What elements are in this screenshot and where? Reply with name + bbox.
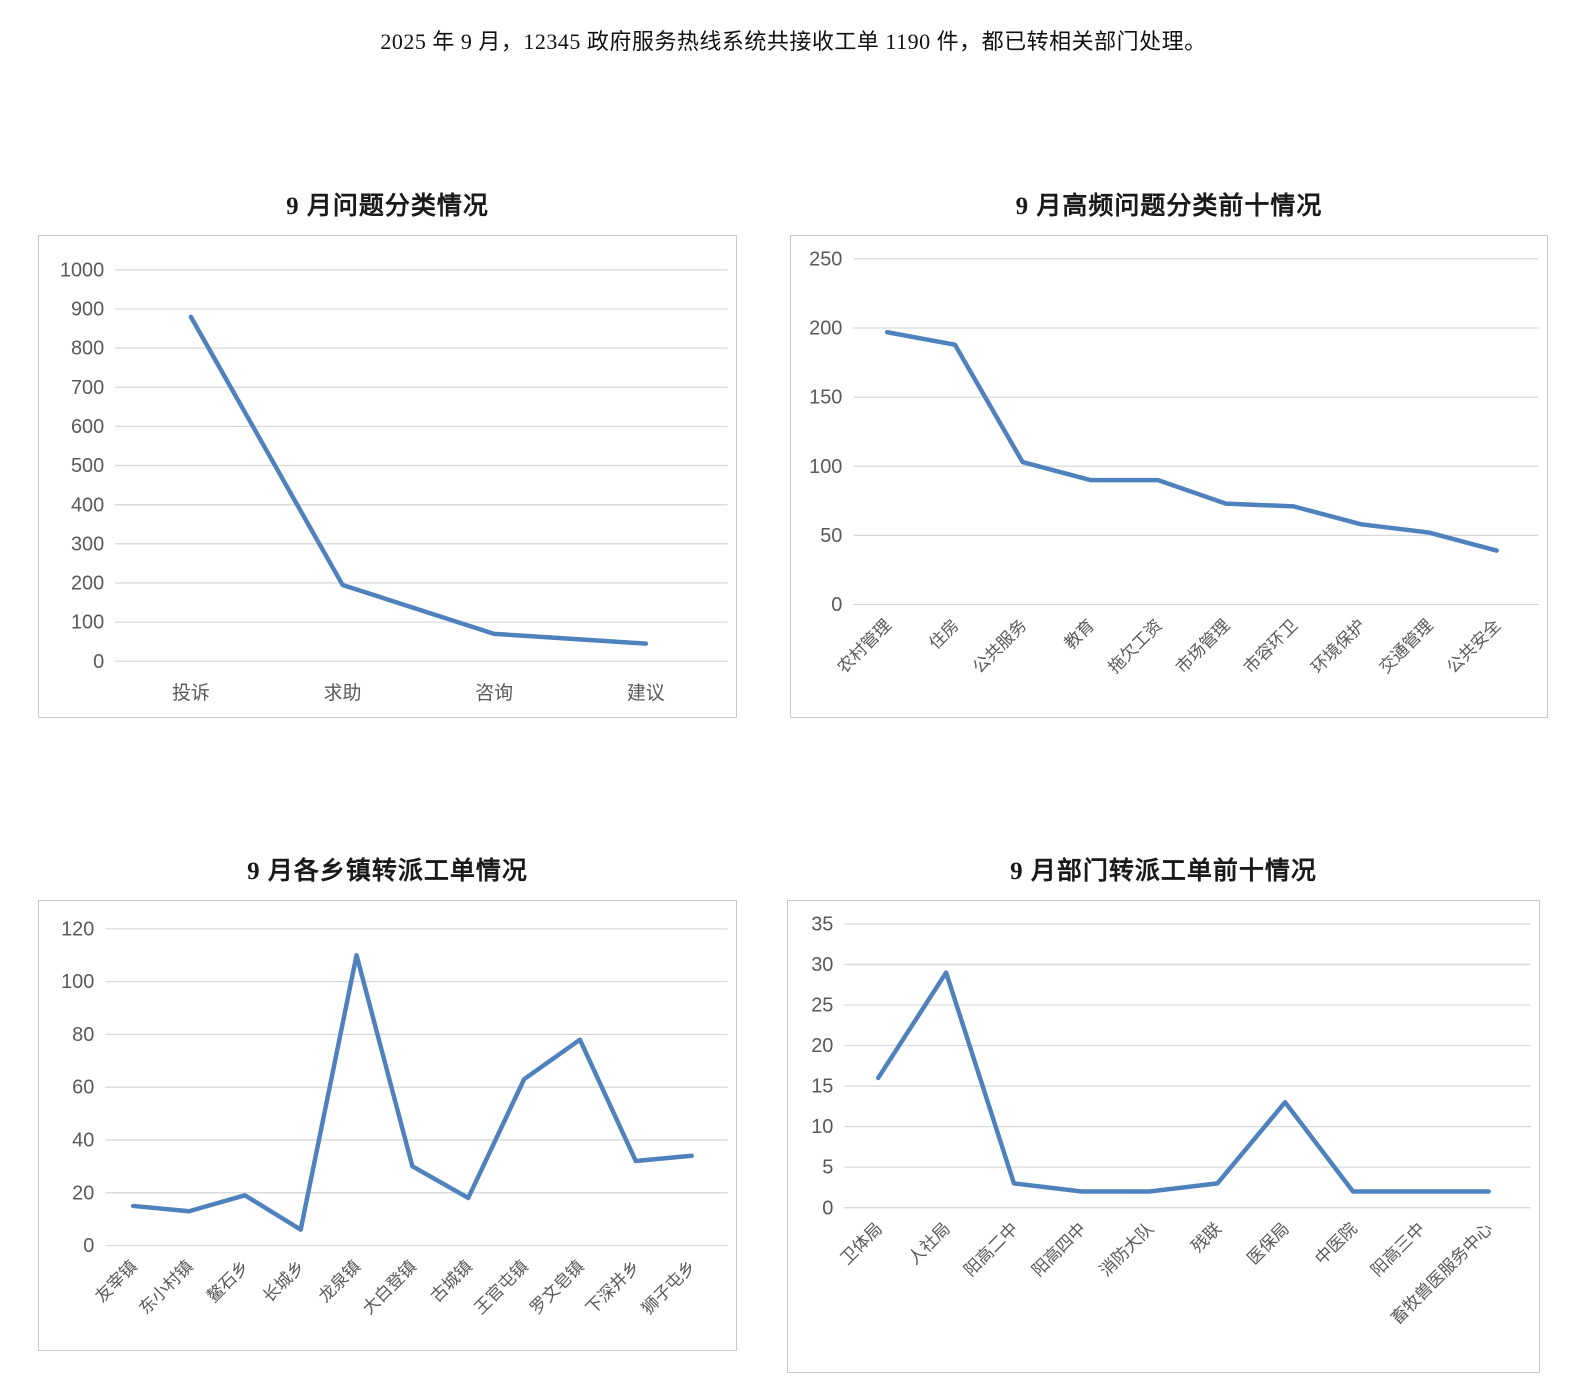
chart-block-departments: 9 月部门转派工单前十情况 0 5 10 15 20 25 30 35 卫体局 人社局 阳高二中 阳高… <box>787 851 1540 1373</box>
chart-title-top10-problems: 9 月高频问题分类前十情况 <box>1015 193 1323 220</box>
x-axis-category-label: 环境保护 <box>1308 616 1369 677</box>
y-axis-tick-label: 600 <box>71 416 104 438</box>
y-axis-tick-label: 20 <box>811 1035 833 1057</box>
y-axis-tick-label: 200 <box>71 573 104 595</box>
y-axis-tick-label: 0 <box>831 594 842 616</box>
data-line-series <box>884 329 1499 553</box>
y-axis-tick-label: 900 <box>71 299 104 321</box>
y-axis-tick-label: 10 <box>811 1116 833 1138</box>
x-axis-category-label: 拖欠工资 <box>1105 616 1166 677</box>
y-axis-tick-label: 25 <box>811 995 833 1017</box>
y-axis-tick-label: 300 <box>71 533 104 555</box>
y-axis-tick-label: 150 <box>809 387 842 409</box>
y-axis-tick-label: 50 <box>820 525 842 547</box>
y-axis-tick-label: 700 <box>71 377 104 399</box>
x-axis-category-label: 中医院 <box>1311 1219 1360 1268</box>
x-axis-category-label: 王官屯镇 <box>471 1257 532 1318</box>
chart-block-problem-categories: 9 月问题分类情况 0 100 200 300 400 500 600 700 800 900 10… <box>38 186 737 718</box>
y-axis-tick-label: 400 <box>71 494 104 516</box>
x-axis-category-label: 投诉 <box>172 682 210 704</box>
y-axis-tick-label: 0 <box>83 1235 94 1257</box>
x-axis-category-label: 大白登镇 <box>359 1257 420 1318</box>
y-axis-tick-label: 60 <box>72 1077 94 1099</box>
data-line-series <box>130 953 694 1232</box>
x-axis-category-label: 残联 <box>1188 1219 1225 1256</box>
y-axis-tick-label: 15 <box>811 1076 833 1098</box>
x-axis-category-label: 农村管理 <box>834 616 895 677</box>
y-axis-tick-label: 0 <box>822 1197 833 1219</box>
x-axis-category-label: 罗文皂镇 <box>526 1257 587 1318</box>
y-axis-tick-label: 5 <box>822 1157 833 1179</box>
y-axis-tick-label: 100 <box>61 971 94 993</box>
x-axis-category-label: 咨询 <box>475 682 513 704</box>
chart-title-problem-categories: 9 月问题分类情况 <box>286 193 489 220</box>
y-axis-tick-label: 120 <box>61 918 94 940</box>
chart-title-townships: 9 月各乡镇转派工单情况 <box>247 858 528 885</box>
x-axis-category-label: 友宰镇 <box>92 1257 141 1306</box>
x-axis-category-label: 阳高二中 <box>960 1219 1021 1280</box>
chart-title-departments: 9 月部门转派工单前十情况 <box>1010 858 1317 885</box>
x-axis-category-label: 建议 <box>627 682 665 704</box>
x-axis-category-label: 狮子屯乡 <box>638 1257 699 1318</box>
y-axis-tick-label: 100 <box>809 456 842 478</box>
line-chart-departments: 0 5 10 15 20 25 30 35 卫体局 人社局 阳高二中 阳高四中 消防大队 残联 医保局 中医院… <box>787 900 1540 1373</box>
x-axis-category-label: 公共安全 <box>1443 616 1504 677</box>
x-axis-category-label: 阳高四中 <box>1028 1219 1089 1280</box>
line-chart-top10-problems: 0 50 100 150 200 250 农村管理 住房 公共服务 教育 拖欠工资 市场管理 市容环卫环… <box>790 235 1548 718</box>
y-axis-tick-label: 40 <box>72 1130 94 1152</box>
line-chart-problem-categories: 0 100 200 300 400 500 600 700 800 900 1000 投诉 求助 咨询 建议 <box>38 235 737 718</box>
x-axis-category-label: 阳高三中 <box>1367 1219 1428 1280</box>
y-axis-tick-label: 0 <box>93 651 104 673</box>
x-axis-category-label: 市场管理 <box>1172 616 1233 677</box>
intro-text: 2025 年 9 月，12345 政府服务热线系统共接收工单 1190 件，都已… <box>380 29 1207 54</box>
x-axis-category-label: 卫体局 <box>837 1219 886 1268</box>
x-axis-category-label: 住房 <box>925 616 962 653</box>
x-axis-category-label: 古城镇 <box>427 1257 476 1306</box>
y-axis-tick-label: 100 <box>71 612 104 634</box>
x-axis-category-label: 长城乡 <box>259 1257 308 1306</box>
y-axis-tick-label: 500 <box>71 455 104 477</box>
x-axis-category-label: 下深井乡 <box>582 1257 643 1318</box>
x-axis-category-label: 消防大队 <box>1096 1219 1157 1280</box>
chart-block-townships: 9 月各乡镇转派工单情况 0 20 40 60 80 100 120 友宰镇 东小村镇 鳌石乡 长城… <box>38 851 737 1351</box>
x-axis-category-label: 东小村镇 <box>136 1257 197 1318</box>
data-line-series <box>875 970 1491 1194</box>
x-axis-category-label: 医保局 <box>1244 1219 1293 1268</box>
data-line-series <box>188 314 649 646</box>
y-axis-tick-label: 1000 <box>60 259 104 281</box>
x-axis-category-label: 教育 <box>1061 616 1098 653</box>
y-axis-tick-label: 250 <box>809 248 842 270</box>
x-axis-category-label: 龙泉镇 <box>315 1257 364 1306</box>
x-axis-category-label: 市容环卫 <box>1240 616 1301 677</box>
y-axis-tick-label: 200 <box>809 318 842 340</box>
x-axis-category-label: 人社局 <box>905 1219 954 1268</box>
x-axis-category-label: 鳌石乡 <box>203 1257 252 1306</box>
y-axis-tick-label: 20 <box>72 1182 94 1204</box>
y-axis-tick-label: 800 <box>71 338 104 360</box>
chart-block-top10-problems: 9 月高频问题分类前十情况 0 50 100 150 200 250 农村管理 住房 公共服务教… <box>790 186 1548 718</box>
y-axis-tick-label: 35 <box>811 913 833 935</box>
y-axis-tick-label: 30 <box>811 954 833 976</box>
x-axis-category-label: 公共服务 <box>969 616 1030 677</box>
x-axis-category-label: 求助 <box>324 682 362 704</box>
x-axis-category-label: 交通管理 <box>1375 616 1436 677</box>
y-axis-tick-label: 80 <box>72 1024 94 1046</box>
